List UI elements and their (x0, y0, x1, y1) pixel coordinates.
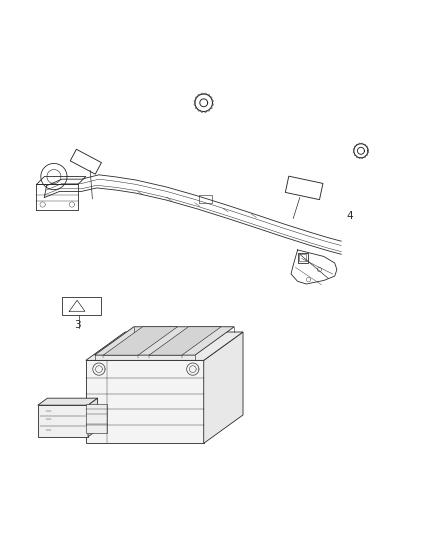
Bar (62, 297, 101, 314)
Bar (299, 254, 306, 261)
Bar (86, 403, 107, 433)
Polygon shape (88, 398, 98, 437)
Bar (199, 195, 212, 203)
Text: 4: 4 (346, 211, 353, 221)
Polygon shape (149, 327, 221, 355)
Bar (87, 377, 108, 423)
Polygon shape (86, 360, 204, 443)
Polygon shape (38, 398, 98, 405)
Polygon shape (95, 327, 234, 355)
Text: 3: 3 (74, 320, 81, 330)
Polygon shape (103, 327, 177, 355)
Bar (38, 405, 88, 437)
Polygon shape (86, 332, 243, 360)
Bar (297, 253, 308, 263)
Polygon shape (204, 332, 243, 443)
